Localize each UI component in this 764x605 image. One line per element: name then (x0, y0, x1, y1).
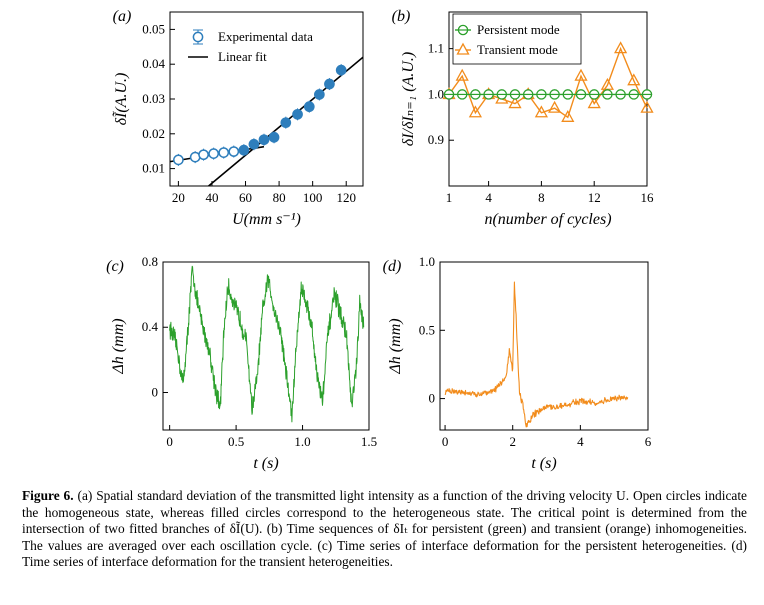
series-line-persistent-timeseries (169, 265, 365, 423)
data-point-filled (335, 64, 347, 76)
y-tick-label: 0 (152, 384, 159, 399)
transient-marker (561, 109, 575, 122)
x-axis-label: t (s) (253, 455, 278, 472)
data-point-open (208, 148, 219, 159)
y-tick-label: 0.4 (142, 319, 159, 334)
y-axis-label: Δh (mm) (387, 318, 404, 374)
data-point-open (173, 154, 184, 166)
x-tick-label: 1 (446, 190, 453, 205)
transient-marker (455, 68, 469, 81)
transient-marker (627, 73, 641, 86)
legend-label: Persistent mode (477, 22, 560, 37)
x-axis-label: n(number of cycles) (484, 211, 611, 228)
x-tick-label: 20 (172, 190, 185, 205)
y-tick-label: 1.0 (419, 254, 435, 269)
x-tick-label: 16 (641, 190, 655, 205)
transient-marker (587, 96, 601, 109)
panel-label: (b) (392, 8, 411, 25)
legend-label: Transient mode (477, 42, 558, 57)
y-tick-label: 0.05 (142, 21, 165, 36)
y-axis-label: Δh (mm) (110, 318, 127, 374)
x-tick-label: 120 (336, 190, 356, 205)
data-point-filled (292, 108, 303, 120)
transient-marker (548, 100, 562, 113)
data-point-filled (248, 138, 260, 150)
y-tick-label: 0.04 (142, 56, 165, 71)
plot-frame (439, 261, 649, 431)
plot-frame (162, 261, 370, 431)
x-tick-label: 60 (239, 190, 252, 205)
x-tick-label: 1.0 (294, 434, 310, 449)
x-tick-label: 0 (166, 434, 173, 449)
x-tick-label: 2 (509, 434, 516, 449)
x-tick-label: 40 (205, 190, 218, 205)
y-tick-label: 0 (429, 391, 436, 406)
y-tick-label: 0.01 (142, 161, 165, 176)
data-point-filled (280, 117, 292, 129)
x-tick-label: 0.5 (228, 434, 244, 449)
legend-label: Experimental data (218, 29, 313, 44)
x-tick-label: 4 (485, 190, 492, 205)
panel-label: (c) (106, 258, 124, 275)
y-tick-label: 0.03 (142, 91, 165, 106)
x-tick-label: 8 (538, 190, 545, 205)
y-tick-label: 0.5 (419, 322, 435, 337)
y-axis-label: δI/δIₙ₌₁ (A.U.) (400, 52, 417, 146)
x-axis-label: U(mm s⁻¹) (232, 211, 301, 228)
x-tick-label: 1.5 (361, 434, 377, 449)
y-tick-label: 0.8 (142, 254, 158, 269)
transient-marker (640, 100, 654, 113)
figure-caption: Figure 6. (a) Spatial standard deviation… (22, 488, 747, 571)
x-tick-label: 0 (442, 434, 449, 449)
data-point-filled (238, 144, 250, 156)
legend-label: Linear fit (218, 49, 267, 64)
data-point-filled (303, 101, 315, 113)
data-point-open (198, 149, 209, 161)
transient-marker (614, 41, 628, 54)
transient-marker (508, 96, 522, 109)
legend-marker-triangle (456, 42, 470, 55)
legend-box (452, 13, 582, 65)
y-axis-label: δĨ(A.U.) (112, 73, 130, 126)
panel-label: (a) (113, 8, 132, 25)
data-point-filled (324, 78, 335, 90)
legend-marker-circle (192, 31, 204, 43)
caption-figure-label: Figure 6. (22, 488, 74, 503)
x-tick-label: 6 (645, 434, 652, 449)
series-line-transient-timeseries (444, 281, 629, 428)
y-tick-label: 0.02 (142, 126, 165, 141)
data-point-open (228, 146, 240, 157)
y-tick-label: 1.1 (428, 41, 444, 56)
x-tick-label: 4 (577, 434, 584, 449)
transient-marker (468, 105, 482, 118)
y-tick-label: 0.9 (428, 132, 444, 147)
x-tick-label: 100 (303, 190, 323, 205)
data-point-filled (314, 89, 325, 100)
data-point-filled (268, 131, 280, 143)
x-axis-label: t (s) (531, 455, 556, 472)
data-point-filled (258, 134, 270, 146)
x-tick-label: 80 (273, 190, 286, 205)
data-point-open (218, 147, 230, 158)
transient-marker (534, 105, 548, 118)
y-tick-label: 1.0 (428, 86, 444, 101)
caption-text: (a) Spatial standard deviation of the tr… (22, 488, 748, 570)
x-tick-label: 12 (588, 190, 601, 205)
transient-marker (574, 68, 588, 81)
series-line-transient (448, 46, 648, 119)
panel-label: (d) (383, 258, 402, 275)
